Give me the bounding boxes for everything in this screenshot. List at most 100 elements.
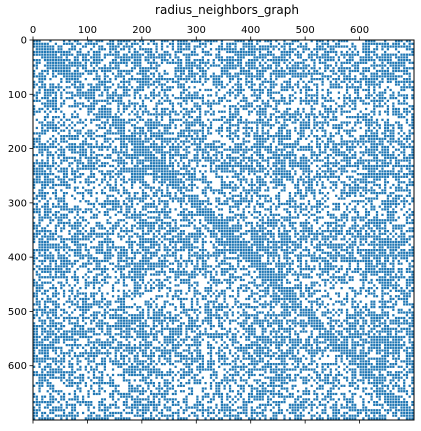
nonzero-entry-4701 xyxy=(188,189,191,192)
nonzero-entry-3831 xyxy=(163,162,166,165)
nonzero-entry-841 xyxy=(133,64,136,67)
nonzero-entry-4943 xyxy=(302,197,305,200)
nonzero-entry-1403 xyxy=(220,80,224,83)
nonzero-entry-4770 xyxy=(128,192,131,195)
nonzero-entry-3363 xyxy=(141,148,145,151)
nonzero-entry-934 xyxy=(152,67,155,70)
nonzero-entry-1537 xyxy=(92,86,96,89)
nonzero-entry-2687 xyxy=(169,126,172,130)
nonzero-entry-2263 xyxy=(397,110,400,113)
nonzero-entry-4145 xyxy=(280,170,283,173)
nonzero-entry-4772 xyxy=(136,192,139,195)
nonzero-entry-3888 xyxy=(41,164,44,168)
nonzero-entry-4193 xyxy=(90,173,93,176)
nonzero-entry-1535 xyxy=(81,86,85,89)
nonzero-entry-4430 xyxy=(337,178,341,181)
nonzero-entry-4868 xyxy=(277,194,281,197)
nonzero-entry-3299 xyxy=(264,145,267,149)
nonzero-entry-3292 xyxy=(239,145,243,149)
nonzero-entry-2393 xyxy=(316,116,319,119)
nonzero-entry-1888 xyxy=(354,97,357,100)
nonzero-entry-1458 xyxy=(95,83,98,86)
nonzero-entry-1284 xyxy=(73,78,77,81)
nonzero-entry-3110 xyxy=(261,140,264,143)
nonzero-entry-3522 xyxy=(46,154,49,157)
nonzero-entry-2856 xyxy=(231,132,234,135)
nonzero-entry-4321 xyxy=(275,175,278,178)
nonzero-entry-3826 xyxy=(150,162,153,165)
nonzero-entry-3756 xyxy=(264,159,267,162)
nonzero-entry-3691 xyxy=(384,156,387,159)
nonzero-entry-4591 xyxy=(356,183,360,187)
nonzero-entry-172 xyxy=(60,45,63,48)
nonzero-entry-4685 xyxy=(101,189,104,192)
nonzero-entry-2591 xyxy=(114,124,117,127)
nonzero-entry-886 xyxy=(326,64,330,67)
nonzero-entry-3786 xyxy=(375,159,379,162)
nonzero-entry-182 xyxy=(114,45,117,48)
nonzero-entry-896 xyxy=(378,64,381,67)
nonzero-entry-2364 xyxy=(139,116,142,119)
nonzero-entry-311 xyxy=(272,48,275,51)
nonzero-entry-3894 xyxy=(68,164,71,168)
nonzero-entry-154 xyxy=(381,42,384,45)
nonzero-entry-4541 xyxy=(87,183,90,187)
nonzero-entry-2275 xyxy=(98,113,101,116)
nonzero-entry-3918 xyxy=(163,164,166,168)
nonzero-entry-3187 xyxy=(212,143,215,146)
nonzero-entry-3761 xyxy=(283,159,286,162)
nonzero-entry-3958 xyxy=(305,164,308,168)
nonzero-entry-1261 xyxy=(362,75,365,78)
nonzero-entry-1377 xyxy=(109,80,112,83)
nonzero-entry-1589 xyxy=(345,86,349,89)
nonzero-entry-4981 xyxy=(152,200,155,203)
nonzero-entry-4749 xyxy=(408,189,411,192)
nonzero-entry-2477 xyxy=(356,118,360,121)
nonzero-entry-4648 xyxy=(267,186,270,189)
nonzero-entry-666 xyxy=(207,59,210,62)
nonzero-entry-4965 xyxy=(62,200,66,203)
nonzero-entry-2975 xyxy=(405,135,409,138)
nonzero-entry-4455 xyxy=(73,181,77,184)
nonzero-entry-275 xyxy=(128,48,131,51)
nonzero-entry-899 xyxy=(389,64,392,67)
nonzero-entry-606 xyxy=(365,56,368,59)
nonzero-entry-2085 xyxy=(196,105,199,108)
nonzero-entry-500 xyxy=(316,53,319,56)
nonzero-entry-2501 xyxy=(106,121,109,124)
nonzero-entry-1548 xyxy=(136,86,139,89)
nonzero-entry-748 xyxy=(136,61,139,64)
nonzero-entry-1810 xyxy=(348,94,351,97)
nonzero-entry-902 xyxy=(397,64,400,67)
nonzero-entry-1418 xyxy=(302,80,305,83)
nonzero-entry-3736 xyxy=(193,159,196,162)
nonzero-entry-4852 xyxy=(193,194,196,197)
nonzero-entry-4111 xyxy=(158,170,161,173)
nonzero-entry-2967 xyxy=(370,135,373,138)
nonzero-entry-4738 xyxy=(365,189,368,192)
nonzero-entry-976 xyxy=(324,67,327,70)
nonzero-entry-2855 xyxy=(228,132,232,135)
nonzero-entry-4326 xyxy=(291,175,294,178)
nonzero-entry-2344 xyxy=(411,113,414,116)
nonzero-entry-2192 xyxy=(49,110,52,113)
nonzero-entry-4449 xyxy=(46,181,49,184)
nonzero-entry-4588 xyxy=(345,183,349,187)
nonzero-entry-397 xyxy=(286,50,289,54)
nonzero-entry-4751 xyxy=(38,192,41,195)
nonzero-entry-2547 xyxy=(299,121,302,124)
nonzero-entry-4113 xyxy=(163,170,166,173)
nonzero-entry-4133 xyxy=(239,170,243,173)
nonzero-entry-1180 xyxy=(392,72,395,75)
nonzero-entry-3993 xyxy=(38,167,41,170)
nonzero-entry-752 xyxy=(152,61,155,64)
nonzero-entry-4903 xyxy=(106,197,109,200)
nonzero-entry-1697 xyxy=(122,91,126,94)
nonzero-entry-4154 xyxy=(316,170,319,173)
nonzero-entry-3055 xyxy=(381,137,384,140)
nonzero-entry-4729 xyxy=(318,189,321,192)
nonzero-entry-3080 xyxy=(128,140,131,143)
nonzero-entry-927 xyxy=(130,67,134,70)
nonzero-entry-2032 xyxy=(288,102,292,105)
nonzero-entry-181 xyxy=(111,45,115,48)
